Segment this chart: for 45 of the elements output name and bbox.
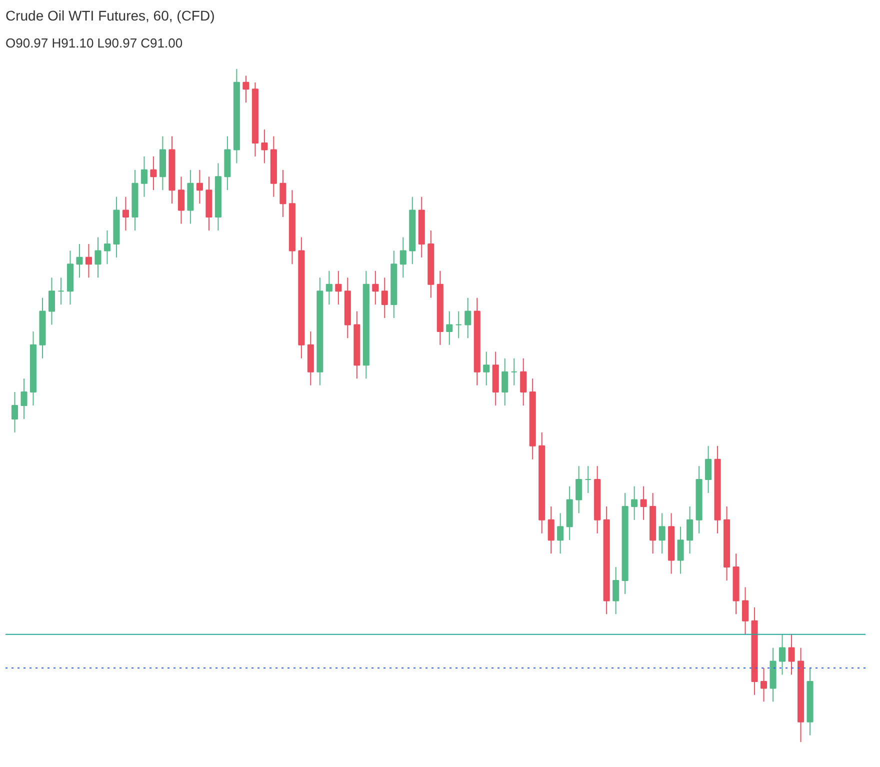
candlestick	[520, 358, 527, 406]
candlestick	[446, 310, 453, 346]
candlestick	[242, 75, 250, 104]
candlestick	[455, 310, 462, 339]
candlestick	[779, 634, 786, 676]
candlestick	[557, 512, 564, 554]
candlestick	[326, 270, 332, 306]
candlestick	[196, 169, 203, 204]
chart-title: Crude Oil WTI Futures, 60, (CFD)	[6, 8, 215, 24]
candlestick	[631, 486, 638, 520]
candlestick	[372, 270, 379, 306]
candlestick	[742, 586, 749, 635]
text: O90.97 H91.10 L90.97 C91.00	[6, 36, 183, 50]
candlestick	[140, 156, 148, 198]
candlestick	[335, 270, 342, 306]
candlestick	[677, 526, 684, 574]
candlestick	[178, 176, 184, 224]
candlestick	[76, 243, 83, 278]
candlestick	[94, 236, 102, 278]
candlestick	[280, 169, 286, 218]
candlestick	[640, 486, 647, 520]
candlestick	[261, 129, 268, 164]
candlestick	[658, 512, 666, 554]
candlestick	[122, 196, 129, 231]
candlestick	[502, 358, 508, 406]
candlestick	[381, 277, 388, 318]
candlestick	[510, 358, 518, 386]
candlestick	[576, 466, 582, 514]
candlestick	[400, 236, 406, 278]
candlestick	[612, 566, 620, 615]
candlestick	[464, 297, 472, 339]
candlestick	[760, 668, 768, 702]
candlestick	[483, 351, 490, 386]
candlestick	[20, 378, 28, 420]
candlestick	[686, 506, 694, 554]
candlestick	[58, 277, 64, 306]
candlestick	[11, 392, 18, 433]
candlestick	[548, 506, 554, 554]
candlestick	[150, 156, 157, 191]
candlestick	[48, 277, 56, 326]
candlestick	[584, 466, 592, 494]
candlestick	[104, 230, 110, 265]
candlestick	[705, 445, 712, 494]
candlestick	[788, 634, 795, 676]
candlestick	[85, 243, 92, 278]
